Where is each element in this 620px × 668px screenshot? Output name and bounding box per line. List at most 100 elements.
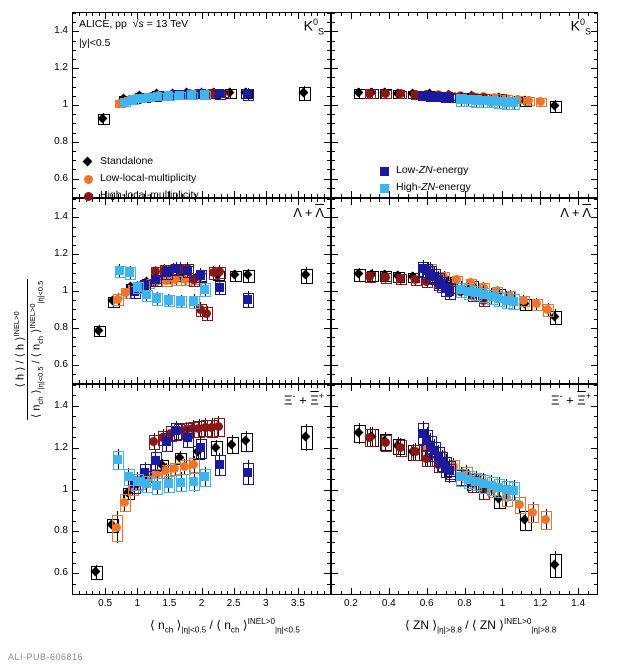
x-minor-tick — [175, 591, 177, 594]
data-point-high-local-multiplicity — [365, 432, 375, 442]
x-minor-tick — [130, 199, 132, 202]
x-minor-tick — [549, 13, 551, 16]
y-tick-label: 0.6 — [54, 567, 68, 579]
y-minor-tick — [327, 573, 330, 575]
x-tick — [297, 199, 299, 205]
y-minor-tick — [73, 217, 76, 219]
x-tick-label: 3.5 — [290, 598, 305, 609]
y-minor-tick — [327, 22, 330, 24]
x-minor-tick — [492, 380, 494, 383]
y-minor-tick — [327, 235, 330, 237]
y-minor-tick — [327, 562, 330, 564]
x-minor-tick — [379, 194, 381, 197]
x-minor-tick — [417, 385, 419, 388]
x-minor-tick — [233, 194, 235, 197]
x-minor-tick — [568, 380, 570, 383]
data-point-high-zn-energy — [144, 92, 154, 102]
data-point-low-zn-energy — [182, 266, 192, 276]
y-minor-tick — [332, 95, 335, 97]
y-tick-label: 1.2 — [54, 248, 68, 260]
systematic-box — [300, 268, 313, 284]
y-minor-tick — [594, 59, 597, 60]
x-minor-tick — [285, 13, 287, 16]
x-minor-tick — [350, 380, 352, 383]
y-minor-tick — [73, 199, 76, 200]
x-minor-tick — [188, 199, 190, 202]
data-point-low-local-multiplicity — [465, 278, 475, 288]
x-minor-tick — [492, 13, 494, 16]
data-point-high-zn-energy — [114, 266, 124, 276]
y-minor-tick — [73, 562, 76, 564]
y-minor-tick — [332, 187, 335, 189]
x-tick — [201, 385, 203, 391]
data-point-high-local-multiplicity — [194, 424, 204, 434]
data-point-high-zn-energy — [132, 476, 142, 486]
x-minor-tick — [124, 199, 126, 202]
y-minor-tick — [327, 520, 330, 522]
x-minor-tick — [233, 385, 235, 388]
x-minor-tick — [473, 591, 475, 594]
x-minor-tick — [265, 199, 267, 202]
x-minor-tick — [98, 13, 100, 16]
data-point-high-zn-energy — [152, 293, 162, 303]
y-minor-tick — [327, 468, 330, 470]
x-tick — [464, 199, 466, 205]
x-minor-tick — [162, 380, 164, 383]
x-minor-tick — [162, 199, 164, 202]
y-minor-tick — [327, 281, 330, 283]
x-minor-tick — [587, 385, 589, 388]
x-minor-tick — [483, 194, 485, 197]
x-tick — [464, 13, 466, 19]
x-minor-tick — [559, 194, 561, 197]
x-minor-tick — [511, 199, 513, 202]
x-tick — [388, 13, 390, 19]
x-minor-tick — [388, 13, 390, 16]
y-tick — [332, 254, 338, 256]
y-minor-tick — [594, 510, 597, 512]
y-tick — [332, 327, 338, 329]
y-minor-tick — [332, 208, 335, 210]
y-minor-tick — [594, 95, 597, 97]
y-minor-tick — [332, 151, 335, 152]
x-minor-tick — [143, 385, 145, 388]
x-minor-tick — [323, 199, 325, 202]
x-minor-tick — [85, 380, 87, 383]
x-minor-tick — [272, 591, 274, 594]
x-minor-tick — [492, 385, 494, 388]
data-point-low-local-multiplicity — [452, 275, 462, 285]
x-minor-tick — [464, 385, 466, 388]
y-minor-tick — [73, 373, 76, 375]
x-minor-tick — [150, 13, 152, 16]
data-point-high-zn-energy — [463, 95, 473, 105]
x-minor-tick — [511, 385, 513, 388]
x-minor-tick — [143, 199, 145, 202]
y-minor-tick — [73, 489, 76, 491]
y-minor-tick — [594, 151, 597, 152]
y-minor-tick — [327, 169, 330, 171]
data-point-low-zn-energy — [214, 89, 224, 99]
data-point-low-zn-energy — [243, 294, 253, 304]
y-minor-tick — [327, 160, 330, 162]
x-tick-label: 1 — [134, 598, 141, 609]
x-tick — [297, 13, 299, 19]
data-point-high-zn-energy — [486, 96, 496, 106]
x-minor-tick — [473, 199, 475, 202]
x-minor-tick — [521, 385, 523, 388]
x-minor-tick — [130, 591, 132, 594]
x-minor-tick — [246, 591, 248, 594]
y-minor-tick — [327, 178, 330, 180]
x-minor-tick — [252, 13, 254, 16]
x-minor-tick — [549, 591, 551, 594]
y-minor-tick — [73, 49, 76, 51]
y-minor-tick — [73, 123, 76, 125]
x-minor-tick — [445, 380, 447, 383]
y-minor-tick — [594, 132, 597, 134]
y-minor-tick — [332, 552, 335, 554]
y-minor-tick — [327, 245, 330, 246]
x-minor-tick — [511, 13, 513, 16]
x-minor-tick — [188, 385, 190, 388]
y-tick — [73, 254, 79, 256]
x-minor-tick — [317, 385, 319, 388]
y-minor-tick — [73, 541, 76, 543]
y-minor-tick — [332, 327, 335, 329]
